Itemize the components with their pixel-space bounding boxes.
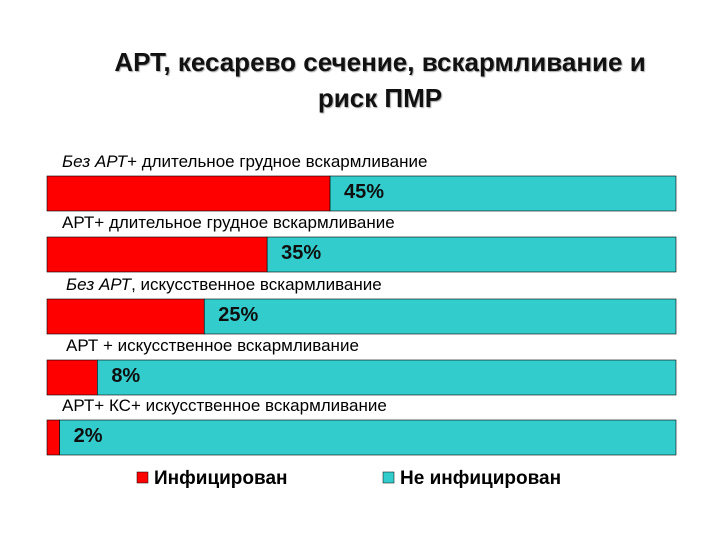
data-label: 2%	[74, 425, 103, 447]
category-label-italic: Без АРТ	[66, 275, 133, 294]
legend-swatch-infected	[136, 471, 149, 484]
bars-group	[46, 175, 677, 456]
chart-title: АРТ, кесарево сечение, вскармливание и р…	[40, 44, 720, 116]
bar-infected	[46, 175, 331, 212]
bar-infected	[46, 359, 98, 396]
bar-not-infected	[329, 175, 677, 212]
category-label-text: АРТ+ КС+ искусственное вскармливание	[62, 396, 387, 415]
bar-not-infected	[59, 419, 677, 456]
labels-group: Без АРТ+ длительное грудное вскармливани…	[62, 152, 427, 447]
bar-infected	[46, 419, 60, 456]
data-label: 45%	[344, 181, 384, 203]
category-label: АРТ+ длительное грудное вскармливание	[62, 213, 395, 232]
category-label-text: АРТ + искусственное вскармливание	[66, 336, 359, 355]
category-label-italic: Без АРТ	[62, 152, 129, 171]
data-label: 8%	[111, 365, 140, 387]
data-label: 25%	[218, 304, 258, 326]
bar-not-infected	[266, 236, 677, 273]
category-label: АРТ+ КС+ искусственное вскармливание	[62, 396, 387, 415]
legend: Инфицирован Не инфицирован	[136, 468, 561, 489]
bar-not-infected	[97, 359, 677, 396]
bar-infected	[46, 298, 205, 335]
bar-not-infected	[203, 298, 677, 335]
chart-title-line-2: риск ПМР	[317, 83, 443, 113]
legend-label: Не инфицирован	[400, 468, 561, 489]
category-label: Без АРТ+ длительное грудное вскармливани…	[62, 152, 427, 171]
data-label: 35%	[281, 242, 321, 264]
category-label: АРТ + искусственное вскармливание	[66, 336, 359, 355]
legend-swatch-not-infected	[382, 471, 395, 484]
category-label-text: , искусственное вскармливание	[131, 275, 382, 294]
category-label: Без АРТ, искусственное вскармливание	[66, 275, 382, 294]
category-label-text: АРТ+ длительное грудное вскармливание	[62, 213, 395, 232]
chart-title-line-1: АРТ, кесарево сечение, вскармливание и	[114, 47, 646, 77]
legend-label: Инфицирован	[154, 468, 287, 489]
bar-infected	[46, 236, 268, 273]
category-label-text: + длительное грудное вскармливание	[127, 152, 427, 171]
